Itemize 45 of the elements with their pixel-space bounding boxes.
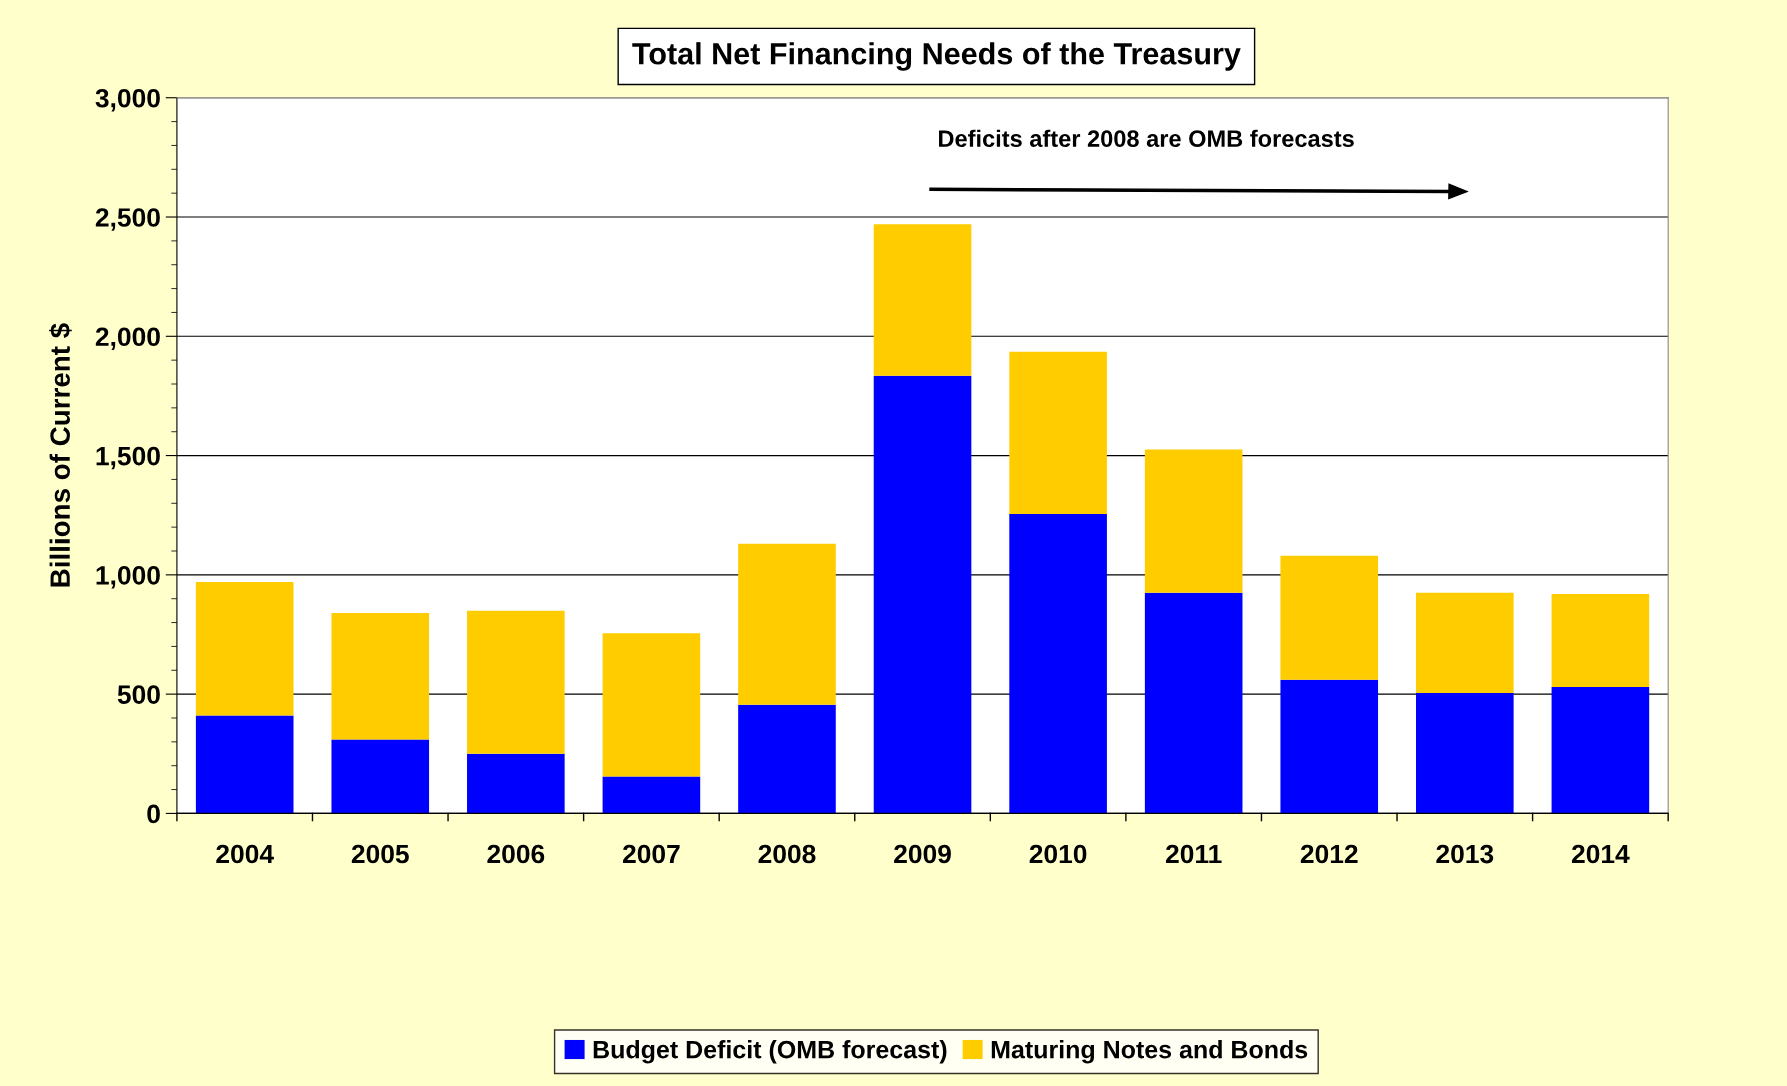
y-tick-label: 500 bbox=[117, 685, 160, 704]
x-tick-label: 2006 bbox=[487, 844, 545, 864]
x-tick-label: 2004 bbox=[216, 844, 274, 864]
x-tick-label: 2005 bbox=[351, 844, 409, 864]
chart-title: Total Net Financing Needs of the Treasury bbox=[632, 42, 1241, 71]
bar bbox=[1144, 449, 1243, 593]
y-axis-title: Billions of Current $ bbox=[49, 323, 72, 587]
bar bbox=[873, 224, 972, 376]
annotation: Deficits after 2008 are OMB forecasts bbox=[939, 129, 1354, 148]
x-tick-label: 2007 bbox=[622, 844, 680, 864]
bar bbox=[1416, 592, 1514, 693]
y-tick-label: 1,000 bbox=[96, 565, 160, 589]
bar bbox=[873, 375, 972, 814]
x-tick-label: 2014 bbox=[1571, 844, 1630, 864]
x-tick-label: 2011 bbox=[1165, 844, 1222, 864]
bar bbox=[331, 613, 430, 740]
x-tick-label: 2013 bbox=[1436, 844, 1494, 864]
x-tick-label: 2009 bbox=[894, 844, 951, 864]
y-tick-label: 2,000 bbox=[95, 327, 160, 350]
bar bbox=[195, 715, 294, 814]
bar bbox=[1280, 555, 1379, 680]
x-tick-label: 2012 bbox=[1300, 844, 1358, 864]
x-tick-label: 2010 bbox=[1029, 844, 1087, 864]
bar bbox=[738, 543, 836, 705]
bar bbox=[467, 610, 565, 754]
bar bbox=[738, 704, 836, 814]
bar bbox=[1416, 692, 1514, 814]
bar bbox=[602, 776, 701, 814]
x-tick-label: 2008 bbox=[758, 844, 816, 864]
bar bbox=[1009, 351, 1107, 515]
bar bbox=[331, 739, 430, 814]
y-tick-label: 3,000 bbox=[95, 88, 160, 112]
legend-label: Maturing Notes and Bonds bbox=[991, 1040, 1308, 1064]
bar bbox=[1280, 679, 1379, 814]
bar bbox=[1144, 592, 1243, 814]
bar bbox=[195, 582, 294, 716]
legend-label: Budget Deficit (OMB forecast) bbox=[593, 1040, 947, 1064]
y-tick-label: 2,500 bbox=[95, 208, 160, 231]
bar bbox=[1551, 686, 1650, 814]
bar bbox=[1551, 593, 1650, 687]
y-tick-label: 0 bbox=[147, 804, 160, 824]
y-tick-label: 1,500 bbox=[96, 446, 160, 470]
bar bbox=[467, 753, 565, 814]
bar bbox=[1009, 514, 1107, 814]
bar bbox=[602, 633, 701, 777]
